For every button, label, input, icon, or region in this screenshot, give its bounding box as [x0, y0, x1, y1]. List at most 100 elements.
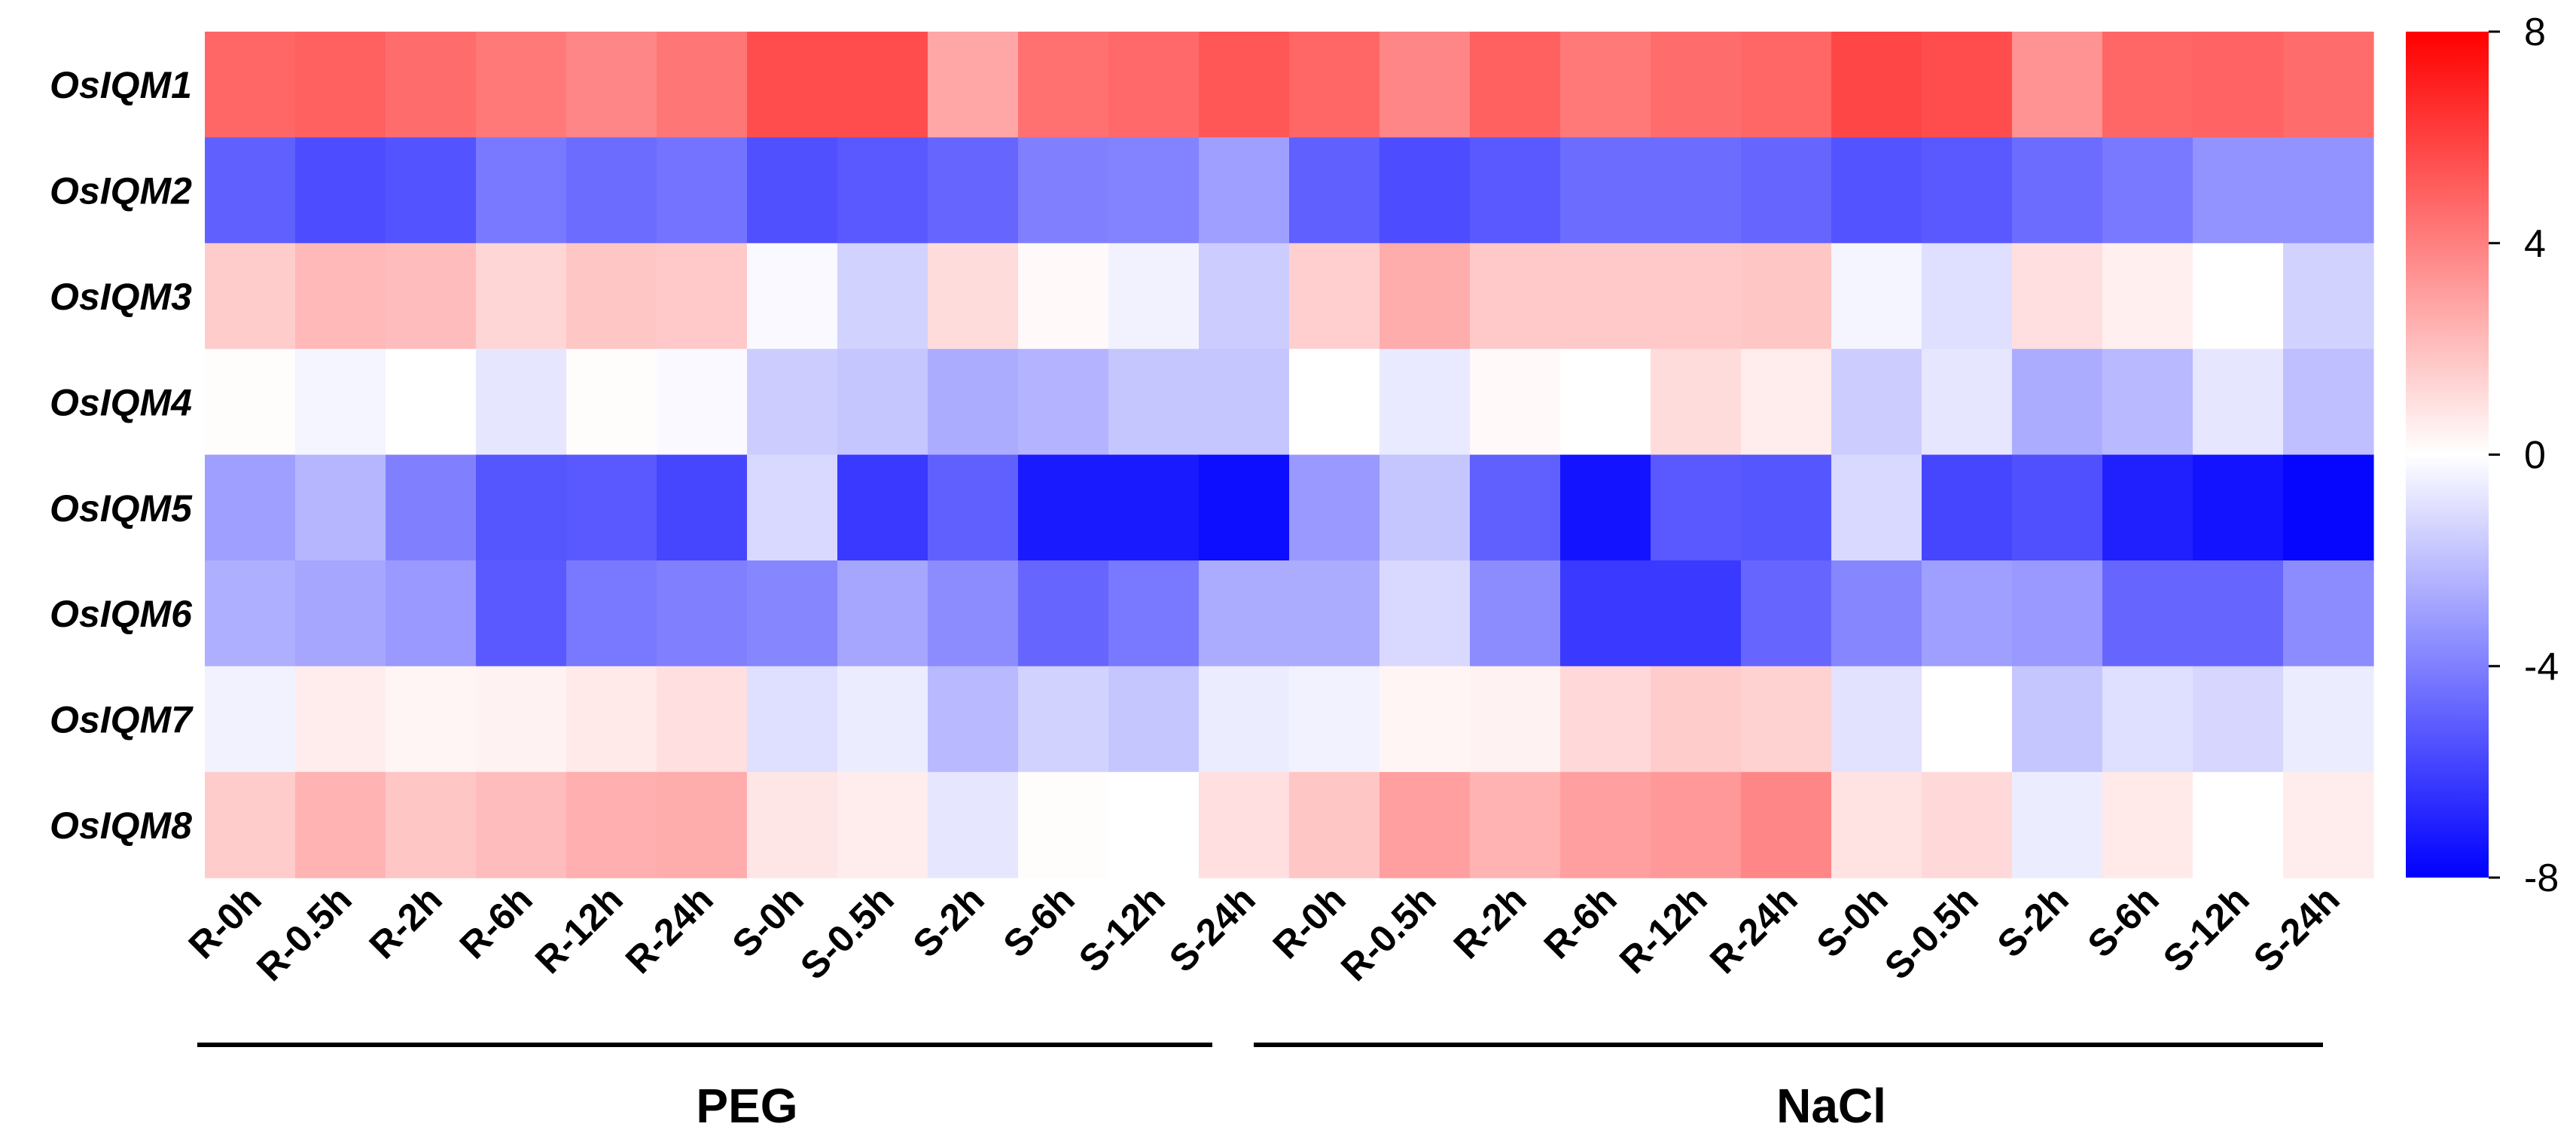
heatmap-cell-osiqm6-col-24 [2283, 560, 2374, 667]
heatmap-cell-osiqm7-col-3 [386, 666, 477, 773]
heatmap-cell-osiqm7-col-24 [2283, 666, 2374, 773]
heatmap-cell-osiqm1-col-19 [1831, 32, 1922, 138]
heatmap-cell-osiqm6-col-13 [1289, 560, 1380, 667]
column-label-22: S-6h [2080, 878, 2167, 965]
heatmap-cell-osiqm7-col-17 [1651, 666, 1742, 773]
heatmap-cell-osiqm8-col-4 [476, 771, 567, 878]
heatmap-cell-osiqm4-col-6 [657, 349, 748, 456]
colorbar-tick-label: 0 [2524, 434, 2546, 478]
heatmap-cell-osiqm5-col-16 [1560, 454, 1651, 561]
heatmap-cell-osiqm6-col-16 [1560, 560, 1651, 667]
heatmap-cell-osiqm3-col-13 [1289, 243, 1380, 350]
colorbar-tick-label: 4 [2524, 222, 2546, 266]
heatmap-cell-osiqm7-col-7 [747, 666, 838, 773]
heatmap-cell-osiqm1-col-15 [1470, 32, 1561, 138]
heatmap-cell-osiqm2-col-13 [1289, 137, 1380, 244]
heatmap-cell-osiqm6-col-22 [2102, 560, 2193, 667]
heatmap-cell-osiqm1-col-23 [2193, 32, 2284, 138]
heatmap-cell-osiqm3-col-11 [1108, 243, 1200, 350]
column-label-6: R-24h [617, 878, 721, 982]
heatmap-cell-osiqm3-col-9 [928, 243, 1019, 350]
heatmap-cell-osiqm4-col-8 [837, 349, 928, 456]
heatmap-cell-osiqm1-col-21 [2012, 32, 2103, 138]
heatmap-cell-osiqm8-col-16 [1560, 771, 1651, 878]
row-label-osiqm6: OsIQM6 [50, 593, 193, 635]
heatmap-cell-osiqm7-col-9 [928, 666, 1019, 773]
heatmap-cell-osiqm3-col-20 [1922, 243, 2013, 350]
heatmap-cell-osiqm6-col-15 [1470, 560, 1561, 667]
column-label-9: S-2h [905, 878, 992, 965]
heatmap-cell-osiqm1-col-22 [2102, 32, 2193, 138]
heatmap-cell-osiqm1-col-17 [1651, 32, 1742, 138]
heatmap-cells [205, 32, 2374, 878]
heatmap-cell-osiqm7-col-19 [1831, 666, 1922, 773]
heatmap-cell-osiqm1-col-4 [476, 32, 567, 138]
heatmap-cell-osiqm1-col-11 [1108, 32, 1200, 138]
colorbar-tick-label: -8 [2524, 856, 2559, 900]
heatmap-cell-osiqm2-col-7 [747, 137, 838, 244]
heatmap-cell-osiqm2-col-17 [1651, 137, 1742, 244]
heatmap-cell-osiqm7-col-23 [2193, 666, 2284, 773]
row-label-osiqm3: OsIQM3 [50, 276, 192, 318]
heatmap-cell-osiqm2-col-23 [2193, 137, 2284, 244]
heatmap-cell-osiqm1-col-5 [566, 32, 657, 138]
colorbar-tick-label: -4 [2524, 645, 2559, 689]
heatmap-cell-osiqm6-col-23 [2193, 560, 2284, 667]
column-label-15: R-2h [1446, 878, 1535, 966]
heatmap-cell-osiqm3-col-22 [2102, 243, 2193, 350]
heatmap-cell-osiqm7-col-2 [295, 666, 386, 773]
heatmap-cell-osiqm5-col-13 [1289, 454, 1380, 561]
column-label-10: S-6h [995, 878, 1083, 965]
heatmap-cell-osiqm8-col-18 [1741, 771, 1832, 878]
heatmap-cell-osiqm3-col-17 [1651, 243, 1742, 350]
heatmap-cell-osiqm8-col-2 [295, 771, 386, 878]
column-label-3: R-2h [361, 878, 450, 966]
heatmap-cell-osiqm4-col-20 [1922, 349, 2013, 456]
heatmap-cell-osiqm3-col-5 [566, 243, 657, 350]
heatmap-cell-osiqm1-col-6 [657, 32, 748, 138]
heatmap-cell-osiqm8-col-5 [566, 771, 657, 878]
row-labels: OsIQM1 OsIQM2 OsIQM3 OsIQM4 OsIQM5 OsIQM6 OsIQ… [50, 64, 194, 847]
heatmap-cell-osiqm3-col-14 [1379, 243, 1471, 350]
heatmap-cell-osiqm6-col-4 [476, 560, 567, 667]
heatmap-cell-osiqm1-col-3 [386, 32, 477, 138]
heatmap-cell-osiqm7-col-18 [1741, 666, 1832, 773]
heatmap-cell-osiqm7-col-8 [837, 666, 928, 773]
column-label-23: S-12h [2155, 878, 2257, 980]
heatmap-cell-osiqm5-col-4 [476, 454, 567, 561]
heatmap-cell-osiqm4-col-16 [1560, 349, 1651, 456]
heatmap-cell-osiqm2-col-16 [1560, 137, 1651, 244]
colorbar: 8 4 0 -4 -8 [2406, 11, 2559, 900]
column-label-8: S-0.5h [792, 878, 902, 988]
heatmap-cell-osiqm4-col-21 [2012, 349, 2103, 456]
heatmap-cell-osiqm4-col-22 [2102, 349, 2193, 456]
heatmap-cell-osiqm2-col-22 [2102, 137, 2193, 244]
heatmap-cell-osiqm8-col-7 [747, 771, 838, 878]
heatmap-cell-osiqm4-col-12 [1199, 349, 1290, 456]
heatmap-cell-osiqm8-col-9 [928, 771, 1019, 878]
colorbar-tick-label: 8 [2524, 11, 2546, 54]
heatmap-cell-osiqm8-col-20 [1922, 771, 2013, 878]
heatmap-cell-osiqm5-col-7 [747, 454, 838, 561]
heatmap-cell-osiqm5-col-2 [295, 454, 386, 561]
column-label-16: R-6h [1536, 878, 1625, 966]
heatmap-cell-osiqm4-col-14 [1379, 349, 1471, 456]
heatmap-cell-osiqm4-col-19 [1831, 349, 1922, 456]
column-label-12: S-24h [1161, 878, 1264, 980]
heatmap-cell-osiqm3-col-15 [1470, 243, 1561, 350]
heatmap-cell-osiqm5-col-15 [1470, 454, 1561, 561]
heatmap-cell-osiqm1-col-12 [1199, 32, 1290, 138]
heatmap-cell-osiqm8-col-12 [1199, 771, 1290, 878]
heatmap-cell-osiqm3-col-19 [1831, 243, 1922, 350]
heatmap-cell-osiqm8-col-14 [1379, 771, 1471, 878]
heatmap-cell-osiqm2-col-8 [837, 137, 928, 244]
heatmap-cell-osiqm6-col-12 [1199, 560, 1290, 667]
column-label-11: S-12h [1071, 878, 1173, 980]
heatmap-cell-osiqm4-col-7 [747, 349, 838, 456]
column-label-5: R-12h [527, 878, 631, 982]
column-label-14: R-0.5h [1333, 878, 1444, 989]
heatmap-cell-osiqm4-col-13 [1289, 349, 1380, 456]
